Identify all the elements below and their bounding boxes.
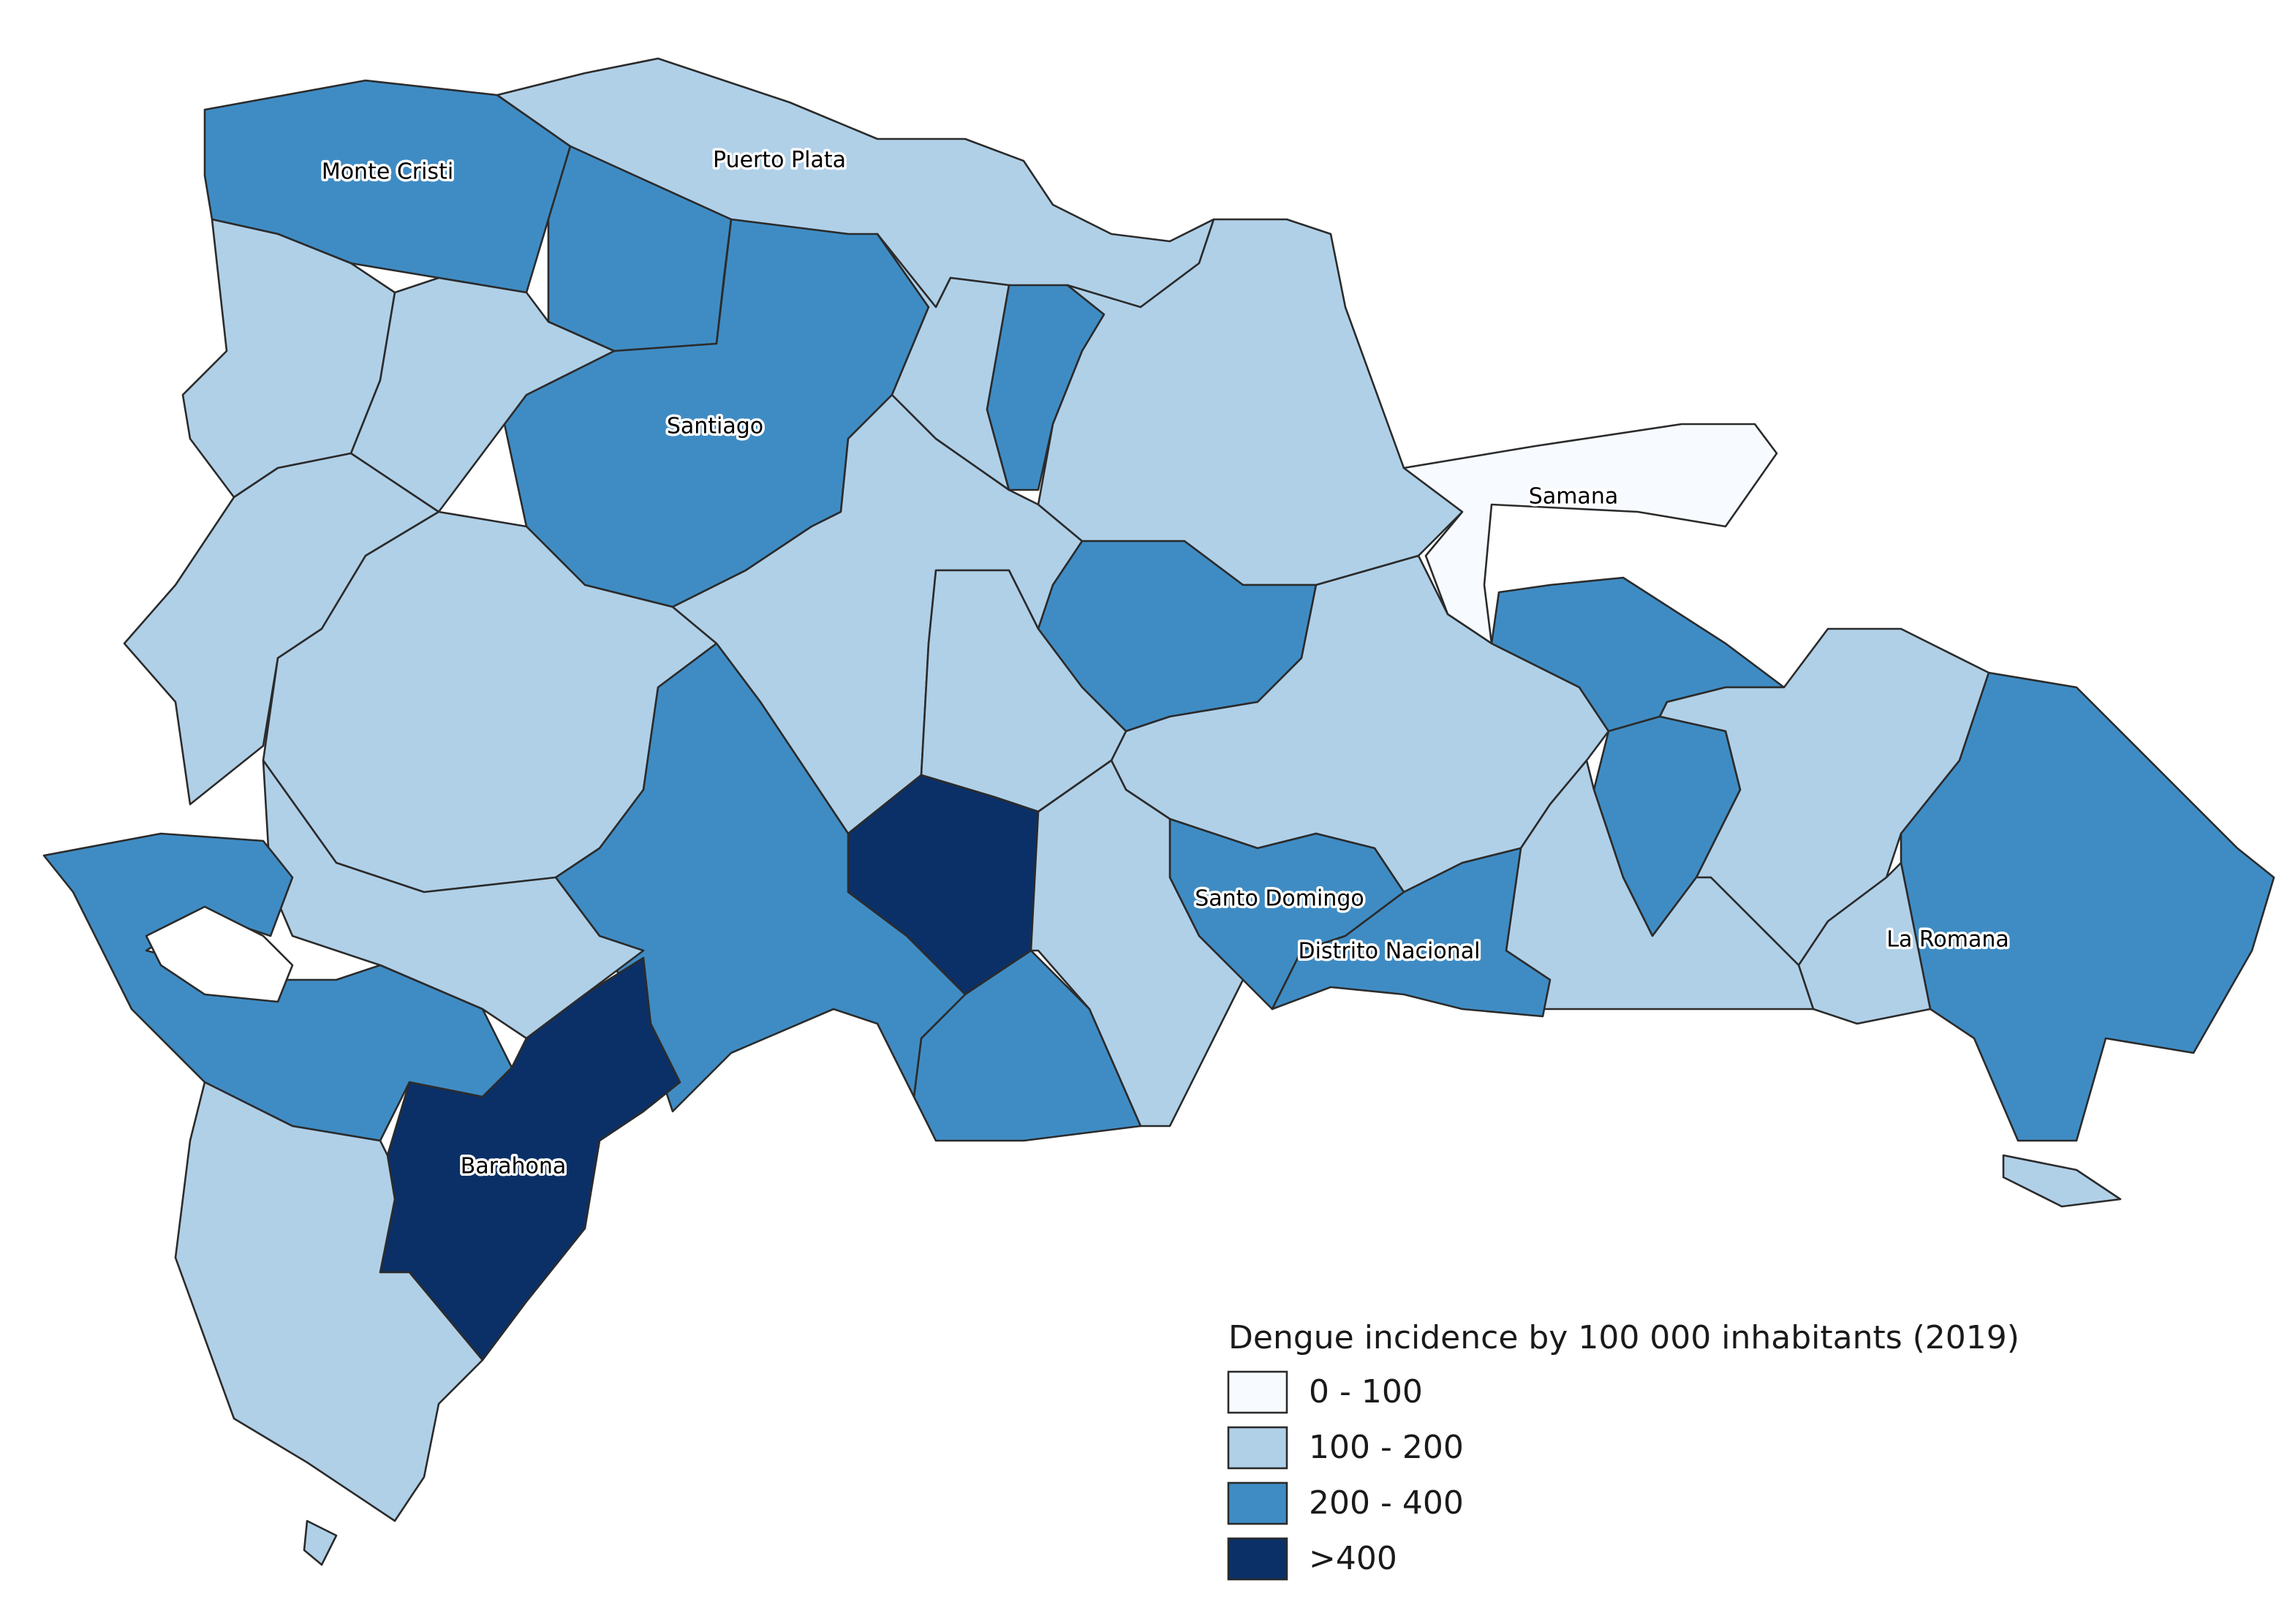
region-label: Santiago: [667, 414, 763, 439]
legend-swatch: [1227, 1370, 1288, 1414]
province: [379, 956, 681, 1361]
province: [1402, 423, 1778, 645]
legend: Dengue incidence by 100 000 inhabitants …: [1227, 1319, 2019, 1581]
legend-label: 100 - 200: [1309, 1429, 1464, 1466]
province: [349, 276, 616, 513]
legend-swatch: [1227, 1537, 1288, 1581]
province: [1797, 861, 1932, 1025]
province: [1900, 671, 2275, 1142]
region-label: Distrito Nacional: [1299, 939, 1481, 964]
island: [2002, 1154, 2122, 1208]
legend-label: 0 - 100: [1309, 1373, 1423, 1410]
province: [1271, 847, 1552, 1018]
region-labels: Monte Cristi Puerto Plata Santiago Saman…: [319, 145, 2011, 1182]
legend-label: 200 - 400: [1309, 1484, 1464, 1522]
island: [303, 1519, 338, 1566]
region-label: Barahona: [461, 1154, 566, 1179]
region-label: Monte Cristi: [322, 159, 453, 185]
legend-swatch: [1227, 1426, 1288, 1470]
provinces: [42, 57, 2275, 1566]
lake: [145, 905, 294, 1003]
province: [1029, 759, 1244, 1128]
region-label: Santo Domingo: [1195, 886, 1364, 912]
region-label: La Romana: [1886, 927, 2009, 953]
legend-title: Dengue incidence by 100 000 inhabitants …: [1228, 1319, 2019, 1356]
legend-label: >400: [1309, 1540, 1397, 1577]
legend-swatch: [1227, 1481, 1288, 1525]
province: [174, 1081, 484, 1522]
region-label: Samana: [1529, 484, 1618, 510]
region-label: Puerto Plata: [713, 148, 846, 173]
